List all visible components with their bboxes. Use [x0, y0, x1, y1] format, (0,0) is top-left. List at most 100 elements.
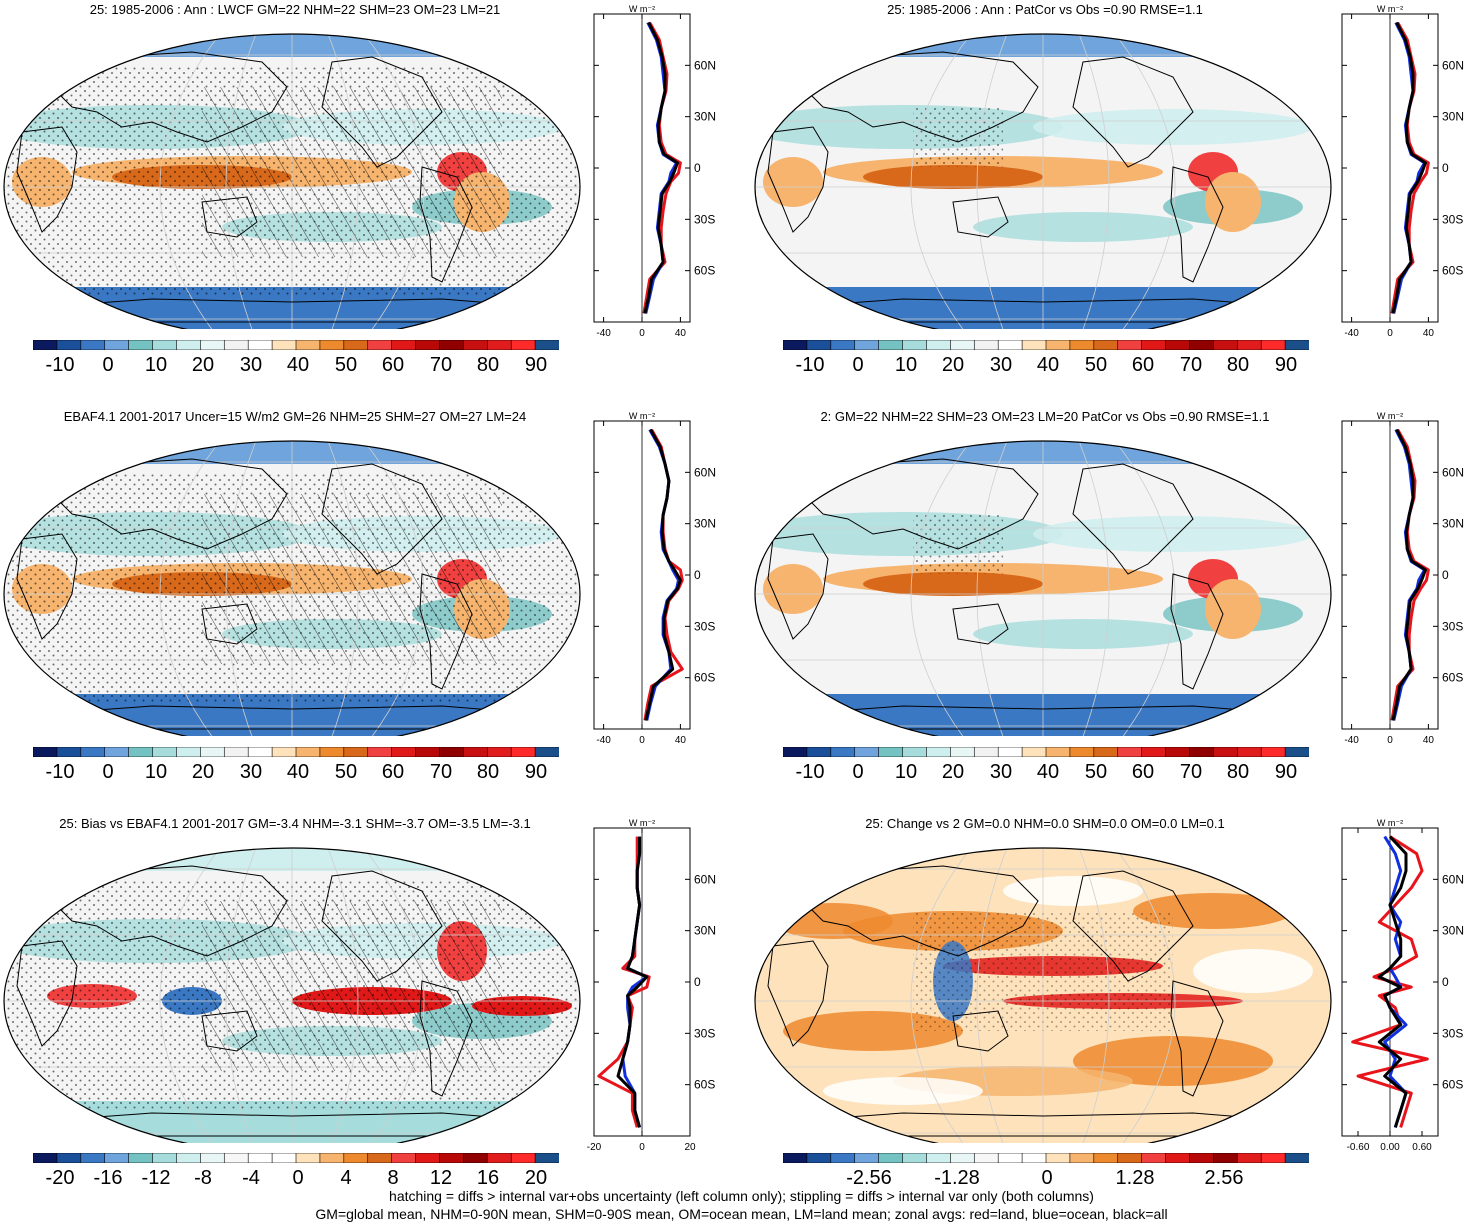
- colorbar-swatch: [534, 340, 559, 350]
- caption-line: GM=global mean, NHM=0-90N mean, SHM=0-90…: [315, 1206, 1168, 1222]
- colorbar-swatch: [1117, 340, 1143, 350]
- colorbar-swatch: [343, 1153, 369, 1163]
- x-tick-label: 40: [1423, 328, 1435, 339]
- colorbar-swatch: [152, 1153, 178, 1163]
- x-tick-label: 0: [1387, 735, 1393, 746]
- colorbar-label: 70: [429, 761, 453, 783]
- coastline: [1072, 463, 1194, 575]
- colorbar-label: -8: [194, 1167, 212, 1189]
- colorbar-label: -1.28: [934, 1167, 980, 1189]
- zonal-plot: W m⁻² 60N 30N 0 30S 60S -0.60 0.00 0.60: [1341, 818, 1464, 1153]
- colorbar-swatch: [343, 747, 369, 757]
- coastline: [1170, 980, 1224, 1097]
- colorbar-swatch: [534, 1153, 559, 1163]
- colorbar-label: 4: [340, 1167, 352, 1189]
- colorbar-label: 0: [1041, 1167, 1053, 1189]
- colorbar-label: 70: [429, 354, 453, 376]
- colorbar-labels: -10 0 10 20 30 40 50 60 70 80 90: [783, 354, 1309, 378]
- colorbar-swatch: [200, 1153, 225, 1163]
- series-line-all: [1391, 428, 1427, 721]
- lat-tick-label: 60S: [1442, 1078, 1463, 1092]
- graticule-line: [225, 34, 257, 329]
- coastline: [321, 463, 443, 575]
- colorbar-label: 40: [286, 354, 310, 376]
- colorbar-swatch: [104, 1153, 130, 1163]
- lat-tick-label: 30S: [1442, 212, 1463, 226]
- colorbar-swatch: [80, 1153, 106, 1163]
- graticule-line: [910, 441, 972, 736]
- colorbar-swatch: [926, 747, 951, 757]
- polar-band: [4, 34, 580, 57]
- colorbar-label: 50: [1084, 354, 1108, 376]
- map-border: [3, 847, 581, 1143]
- lat-tick-label: 30N: [1442, 517, 1464, 531]
- graticule-line: [159, 34, 221, 329]
- graticule-line: [1114, 34, 1176, 329]
- field-blob: [973, 212, 1193, 242]
- colorbar-label: 20: [941, 761, 965, 783]
- colorbar-swatch: [104, 340, 130, 350]
- graticule-line: [159, 848, 221, 1143]
- graticule-line: [976, 848, 1008, 1143]
- colorbar-swatch: [1165, 747, 1191, 757]
- colorbar-label: 80: [476, 354, 500, 376]
- colorbar-swatch: [152, 340, 178, 350]
- zonal-plot: W m⁻² 60N 30N 0 30S 60S -20 0 20: [587, 818, 716, 1153]
- colorbar-label: -10: [795, 354, 825, 376]
- colorbar: [33, 747, 559, 757]
- field-blob: [863, 165, 1043, 189]
- field-blob: [1033, 516, 1313, 552]
- colorbar-label: 10: [894, 354, 918, 376]
- colorbar-swatch: [271, 747, 297, 757]
- coastline: [16, 940, 78, 1047]
- panel-title: EBAF4.1 2001-2017 Uncer=15 W/m2 GM=26 NH…: [63, 409, 527, 424]
- colorbar-swatch: [463, 340, 488, 350]
- colorbar-label: 0: [102, 354, 114, 376]
- field-blob: [823, 1077, 983, 1105]
- colorbar-swatch: [343, 340, 369, 350]
- colorbar-swatch: [1189, 340, 1214, 350]
- colorbar-swatch: [33, 340, 58, 350]
- x-tick-label: -0.60: [1347, 1142, 1370, 1153]
- x-tick-label: -40: [1344, 328, 1359, 339]
- panel-title: 25: Change vs 2 GM=0.0 NHM=0.0 SHM=0.0 O…: [865, 816, 1225, 831]
- colorbar-swatch: [415, 340, 441, 350]
- colorbar-swatch: [1093, 747, 1119, 757]
- colorbar-label: 10: [144, 354, 168, 376]
- graticule-line: [225, 848, 257, 1143]
- coastline: [16, 126, 78, 233]
- coastline: [1072, 56, 1194, 168]
- colorbar-swatch: [997, 340, 1023, 350]
- colorbar-swatch: [200, 747, 225, 757]
- colorbar-swatch: [1045, 747, 1071, 757]
- colorbar-swatch: [926, 340, 951, 350]
- colorbar: [783, 747, 1309, 757]
- coastline: [201, 603, 258, 645]
- colorbar-swatch: [783, 1153, 808, 1163]
- colorbar-label: 10: [894, 761, 918, 783]
- coastline: [201, 196, 258, 238]
- colorbar-swatch: [973, 747, 999, 757]
- lat-tick-label: 0: [1442, 975, 1449, 989]
- coastline: [767, 940, 829, 1047]
- colorbar-swatch: [1117, 747, 1143, 757]
- series-line-all: [1377, 835, 1408, 1128]
- colorbar-label: 90: [1274, 354, 1298, 376]
- lat-tick-label: 30S: [694, 212, 715, 226]
- x-tick-label: -40: [596, 735, 611, 746]
- colorbar-swatch: [830, 340, 856, 350]
- colorbar-label: 50: [1084, 761, 1108, 783]
- colorbar-swatch: [783, 340, 808, 350]
- series-line-all: [1391, 21, 1427, 314]
- colorbar-swatch: [806, 1153, 832, 1163]
- colorbar-swatch: [1117, 1153, 1143, 1163]
- colorbar-swatch: [415, 1153, 441, 1163]
- map-field: [755, 441, 1331, 736]
- colorbar-label: 12: [429, 1167, 453, 1189]
- colorbar: [33, 340, 559, 350]
- colorbar-swatch: [33, 747, 58, 757]
- hatching: [202, 901, 502, 1071]
- colorbar-label: -12: [141, 1167, 171, 1189]
- caption-line: hatching = diffs > internal var+obs unce…: [389, 1188, 1094, 1204]
- polar-band: [4, 441, 580, 464]
